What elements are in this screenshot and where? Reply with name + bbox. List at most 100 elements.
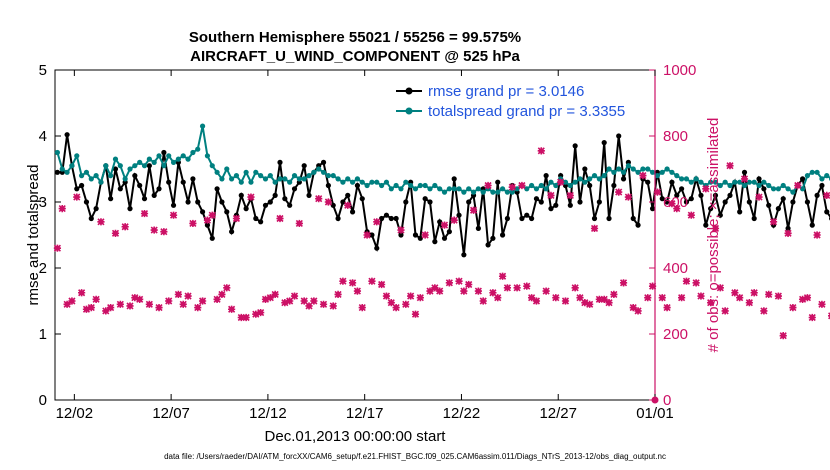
assimilated-point — [808, 313, 816, 322]
assimilated-point — [769, 218, 778, 226]
series-point — [466, 199, 472, 205]
assimilated-point — [126, 302, 134, 310]
series-point — [717, 182, 723, 189]
series-point — [354, 176, 361, 182]
series-point — [117, 186, 123, 192]
possible-point — [683, 278, 690, 284]
assimilated-point — [63, 300, 71, 308]
series-point — [354, 182, 361, 189]
series-point — [393, 215, 399, 222]
series-point — [572, 179, 578, 185]
series-point — [451, 186, 457, 192]
series-point — [529, 182, 535, 189]
y-right-tick-label: 200 — [663, 326, 688, 343]
possible-point — [349, 280, 356, 286]
possible-point — [659, 295, 665, 301]
series-point — [814, 169, 820, 175]
possible-point — [799, 296, 806, 302]
assimilated-point — [610, 290, 618, 298]
series-point — [679, 186, 685, 192]
series-point — [567, 182, 573, 189]
series-point — [127, 166, 133, 172]
assimilated-point — [784, 229, 792, 237]
assimilated-point — [271, 290, 279, 298]
assimilated-point — [140, 209, 149, 218]
possible-point — [393, 304, 399, 311]
assimilated-point — [348, 279, 357, 287]
series-point — [412, 186, 419, 192]
series-point — [137, 182, 143, 189]
possible-point — [819, 301, 825, 307]
series-point — [204, 222, 211, 228]
possible-point — [470, 207, 477, 213]
possible-point — [601, 296, 607, 302]
assimilated-point — [189, 219, 197, 228]
assimilated-point — [169, 211, 178, 219]
possible-point — [403, 301, 409, 307]
series-point — [379, 182, 385, 189]
assimilated-point — [552, 294, 560, 302]
assimilated-point — [789, 304, 797, 312]
series-point — [659, 169, 665, 175]
y-right-tick-label: 800 — [663, 128, 688, 145]
possible-point — [141, 210, 148, 217]
series-point — [775, 186, 781, 192]
series-point — [364, 182, 370, 189]
assimilated-point — [600, 295, 608, 303]
possible-point — [732, 290, 738, 296]
possible-point — [630, 304, 636, 311]
assimilated-point — [794, 181, 802, 190]
series-point — [98, 179, 104, 185]
series-point — [712, 179, 719, 185]
assimilated-point — [576, 294, 584, 302]
series-point — [824, 173, 830, 179]
possible-point — [703, 186, 709, 192]
legend-label-totalspread: totalspread grand pr = 3.3355 — [428, 103, 625, 120]
possible-point — [335, 291, 341, 297]
possible-point — [291, 293, 298, 299]
possible-point — [514, 285, 520, 291]
series-point — [620, 169, 627, 175]
series-point — [316, 166, 322, 172]
series-point — [698, 179, 704, 185]
series-point — [301, 163, 307, 169]
possible-point — [238, 314, 244, 321]
series-point — [166, 153, 172, 159]
series-point — [190, 149, 196, 156]
series-point — [616, 133, 622, 139]
possible-point — [427, 288, 433, 294]
assimilated-point — [218, 290, 226, 298]
possible-point — [224, 285, 230, 291]
assimilated-point — [561, 297, 570, 305]
assimilated-point — [247, 193, 255, 201]
possible-point — [504, 285, 511, 291]
assimilated-point — [184, 292, 192, 300]
possible-point — [780, 333, 786, 339]
assimilated-point — [382, 292, 391, 300]
assimilated-point — [697, 292, 705, 300]
possible-point — [108, 304, 114, 311]
series-point — [606, 215, 612, 222]
possible-point — [664, 304, 670, 311]
series-point — [59, 166, 65, 172]
series-point — [383, 179, 390, 185]
series-point — [267, 173, 273, 179]
assimilated-point — [237, 313, 245, 322]
possible-point — [369, 278, 375, 284]
series-point — [495, 179, 501, 185]
possible-point — [761, 308, 767, 314]
possible-point — [635, 308, 641, 314]
possible-point — [175, 291, 181, 297]
series-point — [141, 196, 148, 202]
possible-point — [509, 184, 515, 190]
series-point — [780, 182, 786, 189]
possible-point — [83, 306, 90, 312]
series-point — [761, 179, 767, 185]
possible-point — [156, 304, 162, 311]
series-point — [654, 173, 661, 179]
x-axis-label: Dec.01,2013 00:00:00 start — [265, 428, 447, 445]
possible-point — [553, 295, 559, 301]
series-point — [587, 182, 593, 189]
possible-point — [490, 290, 496, 296]
series-point — [388, 215, 394, 222]
